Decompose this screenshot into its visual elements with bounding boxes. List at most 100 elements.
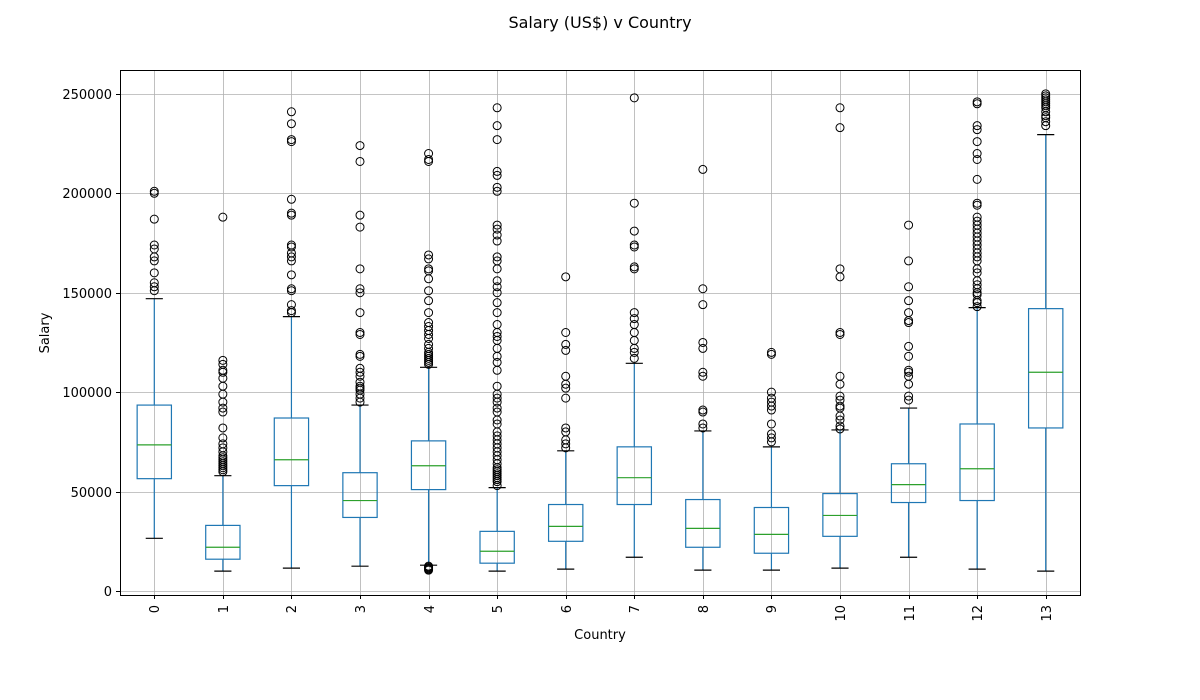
outlier-point bbox=[355, 210, 365, 220]
iqr-box bbox=[959, 423, 995, 502]
outlier-point bbox=[561, 427, 571, 437]
y-tick-label: 50000 bbox=[71, 486, 112, 501]
outlier-point bbox=[355, 308, 365, 318]
outlier-point bbox=[492, 252, 502, 262]
outlier-point bbox=[492, 256, 502, 266]
outlier-point bbox=[698, 371, 708, 381]
outlier-point bbox=[492, 320, 502, 330]
outlier-point bbox=[698, 300, 708, 310]
outlier-point bbox=[355, 377, 365, 387]
outlier-point bbox=[424, 339, 434, 349]
outlier-point bbox=[149, 282, 159, 292]
outlier-point bbox=[904, 316, 914, 326]
outlier-point bbox=[218, 355, 228, 365]
outlier-point bbox=[904, 365, 914, 375]
box-group bbox=[136, 186, 173, 539]
outlier-point bbox=[218, 397, 228, 407]
outlier-point bbox=[286, 135, 296, 145]
outlier-point bbox=[492, 357, 502, 367]
x-tick-label: 4 bbox=[423, 605, 438, 613]
outlier-point bbox=[561, 383, 571, 393]
iqr-box bbox=[1027, 308, 1064, 429]
x-tick-label: 1 bbox=[217, 605, 232, 613]
outlier-point bbox=[904, 351, 914, 361]
x-tick-label: 13 bbox=[1040, 605, 1055, 622]
box-group bbox=[959, 97, 995, 570]
box-group bbox=[547, 272, 584, 570]
x-tick-label: 2 bbox=[285, 605, 300, 613]
outlier-point bbox=[766, 429, 776, 439]
outlier-point bbox=[492, 224, 502, 234]
outlier-point bbox=[835, 424, 845, 434]
outlier-point bbox=[424, 322, 434, 332]
outlier-point bbox=[835, 328, 845, 337]
outlier-point bbox=[972, 137, 982, 147]
outlier-point bbox=[492, 407, 502, 417]
outlier-point bbox=[492, 393, 502, 403]
outlier-point bbox=[492, 419, 502, 429]
marks-layer bbox=[136, 89, 1064, 575]
outlier-point bbox=[286, 194, 296, 204]
outlier-point bbox=[904, 379, 914, 389]
outlier-point bbox=[904, 371, 914, 381]
outlier-point bbox=[149, 186, 159, 196]
outlier-point bbox=[424, 343, 434, 353]
outlier-point bbox=[218, 367, 228, 377]
outlier-point bbox=[766, 433, 776, 443]
outlier-point bbox=[904, 282, 914, 292]
iqr-box bbox=[205, 524, 241, 560]
box-group bbox=[273, 107, 310, 569]
outlier-point bbox=[972, 154, 982, 164]
outlier-point bbox=[286, 107, 296, 117]
outlier-point bbox=[698, 407, 708, 417]
iqr-box bbox=[273, 417, 310, 487]
outlier-point bbox=[698, 284, 708, 294]
outlier-point bbox=[835, 415, 845, 425]
outlier-point bbox=[424, 296, 434, 306]
outlier-point bbox=[561, 272, 571, 282]
outlier-point bbox=[149, 278, 159, 288]
iqr-box bbox=[685, 498, 721, 548]
outlier-point bbox=[355, 156, 365, 166]
outlier-point bbox=[904, 391, 914, 401]
outlier-point bbox=[355, 351, 365, 361]
outlier-point bbox=[972, 268, 982, 278]
outlier-point bbox=[629, 353, 639, 363]
box-group bbox=[890, 220, 927, 558]
box-group bbox=[410, 149, 447, 575]
iqr-box bbox=[136, 404, 173, 480]
outlier-point bbox=[492, 308, 502, 318]
outlier-point bbox=[286, 284, 296, 294]
outlier-point bbox=[835, 264, 845, 274]
outlier-point bbox=[149, 244, 159, 254]
outlier-point bbox=[355, 288, 365, 298]
outlier-point bbox=[561, 423, 571, 433]
outlier-point bbox=[972, 302, 982, 312]
outlier-point bbox=[629, 308, 639, 318]
outlier-point bbox=[286, 119, 296, 129]
outlier-point bbox=[835, 401, 845, 411]
outlier-point bbox=[972, 125, 982, 135]
x-tick-label: 11 bbox=[903, 605, 918, 622]
outlier-point bbox=[835, 329, 845, 339]
y-tick-label: 100000 bbox=[62, 386, 112, 401]
outlier-point bbox=[698, 337, 708, 347]
outlier-point bbox=[424, 156, 434, 166]
x-axis-label: Country bbox=[574, 628, 626, 643]
plot-frame bbox=[120, 70, 1081, 596]
outlier-point bbox=[355, 349, 365, 359]
outlier-point bbox=[424, 318, 434, 328]
outlier-point bbox=[904, 395, 914, 405]
outlier-point bbox=[629, 347, 639, 357]
outlier-point bbox=[286, 240, 296, 250]
outlier-point bbox=[218, 403, 228, 413]
outlier-point bbox=[218, 443, 228, 453]
outlier-point bbox=[149, 256, 159, 266]
outlier-point bbox=[835, 391, 845, 401]
outlier-point bbox=[149, 240, 159, 250]
outlier-point bbox=[766, 419, 776, 429]
outlier-point bbox=[286, 300, 296, 310]
outlier-point bbox=[149, 268, 159, 278]
